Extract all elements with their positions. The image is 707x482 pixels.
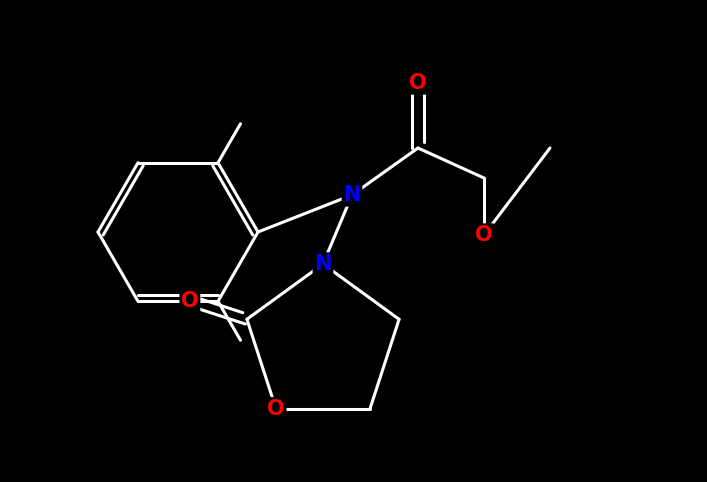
- Text: O: O: [475, 225, 493, 245]
- Text: O: O: [181, 291, 199, 311]
- Text: N: N: [344, 185, 361, 205]
- Text: O: O: [409, 73, 427, 93]
- Text: O: O: [267, 399, 285, 419]
- Text: N: N: [315, 254, 332, 274]
